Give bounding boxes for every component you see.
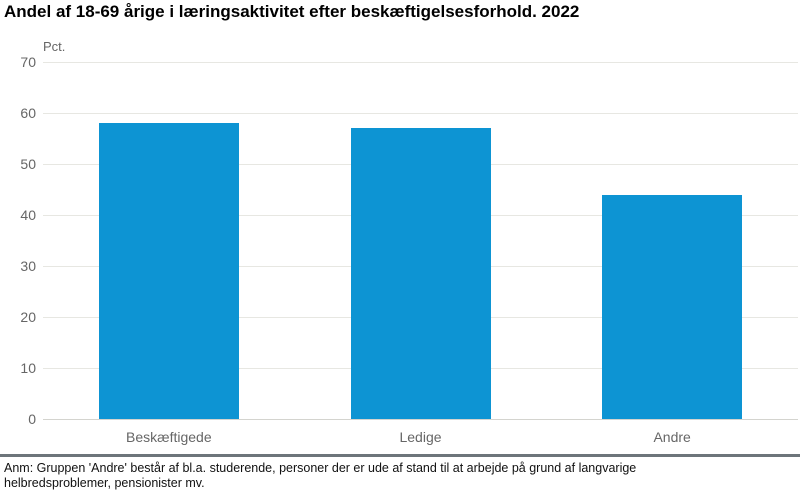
y-axis-tick-label: 0 [28, 411, 36, 427]
y-axis-tick-label: 50 [20, 156, 36, 172]
bar-beskæftigede [98, 123, 239, 419]
y-axis-tick-label: 20 [20, 309, 36, 325]
chart-title: Andel af 18-69 årige i læringsaktivitet … [4, 2, 580, 21]
y-axis-tick-label: 70 [20, 54, 36, 70]
y-axis-tick-label: 60 [20, 105, 36, 121]
x-axis-category-label: Ledige [399, 429, 442, 445]
x-axis-category-label: Andre [653, 429, 691, 445]
y-axis-tick-label: 40 [20, 207, 36, 223]
gridline-y-60 [43, 113, 798, 114]
gridline-y-70 [43, 62, 798, 63]
x-axis-category-label: Beskæftigede [126, 429, 212, 445]
footnote: Anm: Gruppen 'Andre' består af bl.a. stu… [4, 461, 637, 490]
bar-ledige [350, 128, 491, 419]
footer-divider [0, 454, 800, 457]
y-axis-tick-label: 30 [20, 258, 36, 274]
y-axis-tick-label: 10 [20, 360, 36, 376]
y-axis-unit-label: Pct. [43, 39, 66, 54]
bar-andre [602, 194, 743, 419]
gridline-y-0 [43, 419, 798, 420]
